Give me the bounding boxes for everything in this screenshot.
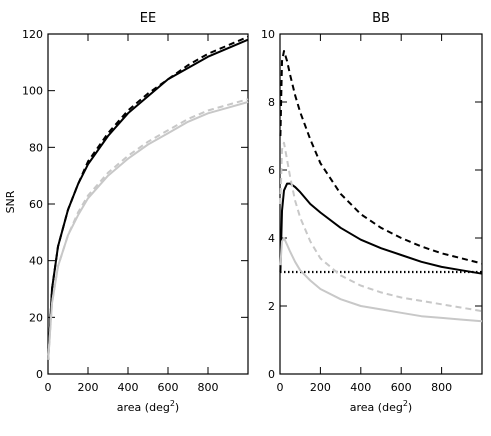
ee-y-tick-label: 80 <box>29 141 43 154</box>
bb-y-tick-label: 8 <box>268 96 275 109</box>
ee-series <box>47 35 249 360</box>
ee-series-line-2 <box>47 35 249 360</box>
bb-series-line-2 <box>279 50 483 265</box>
bb-series-line-1 <box>279 182 483 275</box>
ee-x-tick-label: 600 <box>158 381 179 394</box>
ee-panel-title: EE <box>140 11 156 26</box>
ee-y-tick-label: 100 <box>22 85 43 98</box>
ee-y-tick-label: 60 <box>29 198 43 211</box>
bb-panel: BB 0 200 400 600 800 0 2 4 6 8 10 area (deg2) <box>261 11 483 414</box>
ee-series-line-1 <box>47 38 249 360</box>
bb-series <box>279 50 483 323</box>
bb-y-tick-label: 10 <box>261 28 275 41</box>
ee-x-tick-label: 0 <box>45 381 52 394</box>
ee-tick-labels: 0 200 400 600 800 0 20 40 60 80 100 120 <box>22 28 219 394</box>
ee-series-line-4 <box>47 98 249 360</box>
ee-panel: EE 0 200 400 600 800 0 20 40 60 80 100 120 area (de… <box>22 11 249 414</box>
bb-x-tick-label: 800 <box>431 381 452 394</box>
bb-x-tick-label: 0 <box>277 381 284 394</box>
bb-y-tick-label: 4 <box>268 232 275 245</box>
ee-y-tick-label: 0 <box>36 368 43 381</box>
ee-ticks <box>47 33 248 375</box>
bb-panel-title: BB <box>372 11 390 26</box>
ee-y-tick-label: 40 <box>29 255 43 268</box>
bb-series-line-4 <box>279 237 483 323</box>
ee-x-tick-label: 200 <box>78 381 99 394</box>
ee-plot-frame <box>47 33 249 375</box>
ee-x-tick-label: 400 <box>118 381 139 394</box>
bb-x-axis-label: area (deg2) <box>350 399 412 414</box>
ee-x-tick-label: 800 <box>198 381 219 394</box>
bb-plot-frame <box>279 33 483 375</box>
ee-y-tick-label: 120 <box>22 28 43 41</box>
bb-y-tick-label: 6 <box>268 164 275 177</box>
y-axis-label: SNR <box>4 190 17 213</box>
ee-y-tick-label: 20 <box>29 311 43 324</box>
bb-x-tick-label: 600 <box>391 381 412 394</box>
bb-x-tick-label: 200 <box>310 381 331 394</box>
ee-series-line-3 <box>47 101 249 360</box>
bb-series-line-5 <box>279 141 483 313</box>
ee-x-axis-label: area (deg2) <box>117 399 179 414</box>
bb-y-tick-label: 0 <box>268 368 275 381</box>
bb-y-tick-label: 2 <box>268 300 275 313</box>
bb-tick-labels: 0 200 400 600 800 0 2 4 6 8 10 <box>261 28 452 394</box>
bb-x-tick-label: 400 <box>350 381 371 394</box>
